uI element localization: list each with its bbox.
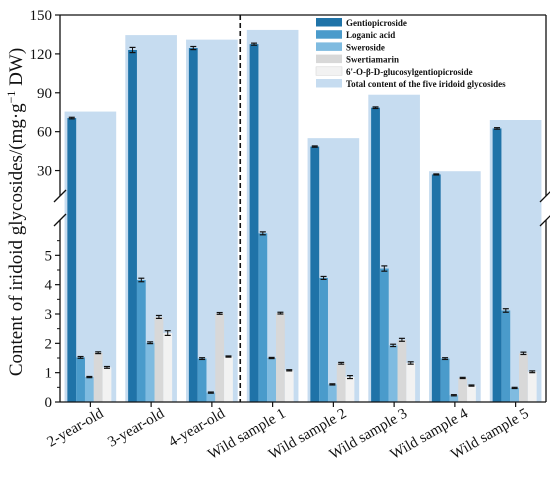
bar-loganic-acid-3-year-old bbox=[136, 279, 146, 402]
y-tick-label-lower-5: 5 bbox=[45, 248, 53, 264]
bar-swertiamarin-wild-sample-3 bbox=[397, 339, 407, 402]
y-axis-label-sup: −1 bbox=[4, 91, 18, 104]
bar-gentiopicroside-wild-sample-2 bbox=[310, 146, 320, 402]
bar-sweroside-4-year-old bbox=[206, 392, 216, 402]
bar-swertiamarin-wild-sample-1 bbox=[276, 313, 285, 402]
axis-break-mark-left-lower bbox=[53, 213, 67, 227]
bar-6-o-d-glucosylgentiopicroside-wild-sample-2 bbox=[345, 377, 355, 402]
bar-swertiamarin-wild-sample-2 bbox=[336, 363, 346, 402]
bar-sweroside-wild-sample-2 bbox=[327, 384, 337, 402]
x-tick-label-2-year-old: 2-year-old bbox=[45, 405, 107, 450]
bar-6-o-d-glucosylgentiopicroside-wild-sample-5 bbox=[527, 371, 537, 402]
legend-swatch-gentiopicroside bbox=[316, 18, 342, 27]
y-tick-label-lower-1: 1 bbox=[45, 366, 53, 382]
bar-sweroside-wild-sample-3 bbox=[388, 345, 398, 402]
legend-label-total-content-of-the-five-iridoid-glycosides: Total content of the five iridoid glycos… bbox=[346, 79, 506, 89]
y-tick-label-lower-3: 3 bbox=[45, 307, 53, 323]
y-tick-label-lower-0: 0 bbox=[45, 395, 53, 411]
axis-break-mark-right-lower bbox=[539, 215, 550, 227]
bar-loganic-acid-wild-sample-2 bbox=[319, 277, 328, 402]
bar-loganic-acid-4-year-old bbox=[197, 358, 207, 402]
legend: Gentiopicroside Loganic acid Sweroside Swer… bbox=[315, 18, 506, 89]
x-tick-label-3-year-old: 3-year-old bbox=[105, 405, 167, 450]
legend-label-loganic-acid: Loganic acid bbox=[346, 30, 395, 40]
y-tick-label-lower-2: 2 bbox=[45, 336, 53, 352]
bar-loganic-acid-wild-sample-1 bbox=[258, 233, 268, 402]
axis-break-mark-left-upper bbox=[53, 189, 67, 203]
bar-6-o-d-glucosylgentiopicroside-4-year-old bbox=[224, 356, 233, 402]
bar-swertiamarin-wild-sample-4 bbox=[458, 377, 468, 402]
legend-swatch-swertiamarin bbox=[316, 54, 342, 64]
legend-swatch-loganic-acid bbox=[316, 30, 342, 39]
bar-gentiopicroside-2-year-old bbox=[67, 118, 77, 403]
y-axis-label: Content of iridoid glycosides/(mg·g−1 DW… bbox=[4, 48, 27, 376]
bar-sweroside-wild-sample-5 bbox=[510, 387, 520, 402]
y-axis-label-main: Content of iridoid glycosides/(mg·g bbox=[6, 103, 27, 376]
legend-swatch-6-o-d-glucosylgentiopicroside bbox=[315, 66, 343, 76]
legend-label-sweroside: Sweroside bbox=[346, 42, 385, 52]
y-tick-label-upper-60: 60 bbox=[37, 125, 52, 141]
y-tick-label-upper-30: 30 bbox=[37, 164, 52, 180]
bar-gentiopicroside-wild-sample-1 bbox=[249, 44, 259, 403]
axis-break-mark-right-upper bbox=[539, 191, 550, 203]
legend-swatch-sweroside bbox=[316, 42, 342, 51]
bar-6-o-d-glucosylgentiopicroside-wild-sample-1 bbox=[284, 370, 294, 402]
bar-swertiamarin-wild-sample-5 bbox=[519, 353, 528, 402]
bar-sweroside-3-year-old bbox=[145, 342, 155, 402]
y-tick-label-upper-120: 120 bbox=[30, 47, 53, 63]
bar-6-o-d-glucosylgentiopicroside-2-year-old bbox=[102, 367, 112, 402]
y-tick-label-lower-4: 4 bbox=[45, 278, 53, 294]
bar-loganic-acid-wild-sample-4 bbox=[440, 358, 450, 402]
legend-label-6-o-d-glucosylgentiopicroside: 6'-O-β-D-glucosylgentiopicroside bbox=[346, 67, 473, 77]
y-axis-label-tail: DW) bbox=[6, 48, 27, 91]
bar-loganic-acid-wild-sample-5 bbox=[501, 310, 511, 402]
bar-sweroside-2-year-old bbox=[84, 377, 94, 402]
bar-gentiopicroside-wild-sample-5 bbox=[492, 128, 502, 403]
bar-6-o-d-glucosylgentiopicroside-wild-sample-3 bbox=[406, 362, 416, 402]
bars-layer bbox=[64, 29, 542, 403]
bar-loganic-acid-wild-sample-3 bbox=[379, 268, 389, 402]
legend-label-gentiopicroside: Gentiopicroside bbox=[346, 18, 407, 28]
bar-sweroside-wild-sample-4 bbox=[449, 395, 459, 402]
bar-6-o-d-glucosylgentiopicroside-wild-sample-4 bbox=[467, 385, 476, 402]
bar-swertiamarin-2-year-old bbox=[93, 352, 103, 402]
bar-sweroside-wild-sample-1 bbox=[267, 358, 277, 402]
bar-gentiopicroside-4-year-old bbox=[188, 48, 198, 403]
bar-swertiamarin-3-year-old bbox=[154, 316, 164, 402]
legend-swatch-total-content-of-the-five-iridoid-glycosides bbox=[316, 79, 342, 88]
bar-loganic-acid-2-year-old bbox=[76, 357, 85, 402]
bar-gentiopicroside-wild-sample-4 bbox=[431, 174, 441, 402]
legend-label-swertiamarin: Swertiamarin bbox=[346, 55, 399, 65]
bar-gentiopicroside-wild-sample-3 bbox=[371, 107, 380, 403]
bar-6-o-d-glucosylgentiopicroside-3-year-old bbox=[163, 333, 173, 402]
y-tick-label-upper-150: 150 bbox=[30, 8, 53, 24]
bar-swertiamarin-4-year-old bbox=[215, 313, 225, 402]
bar-gentiopicroside-3-year-old bbox=[128, 50, 137, 402]
y-tick-label-upper-90: 90 bbox=[37, 86, 52, 102]
